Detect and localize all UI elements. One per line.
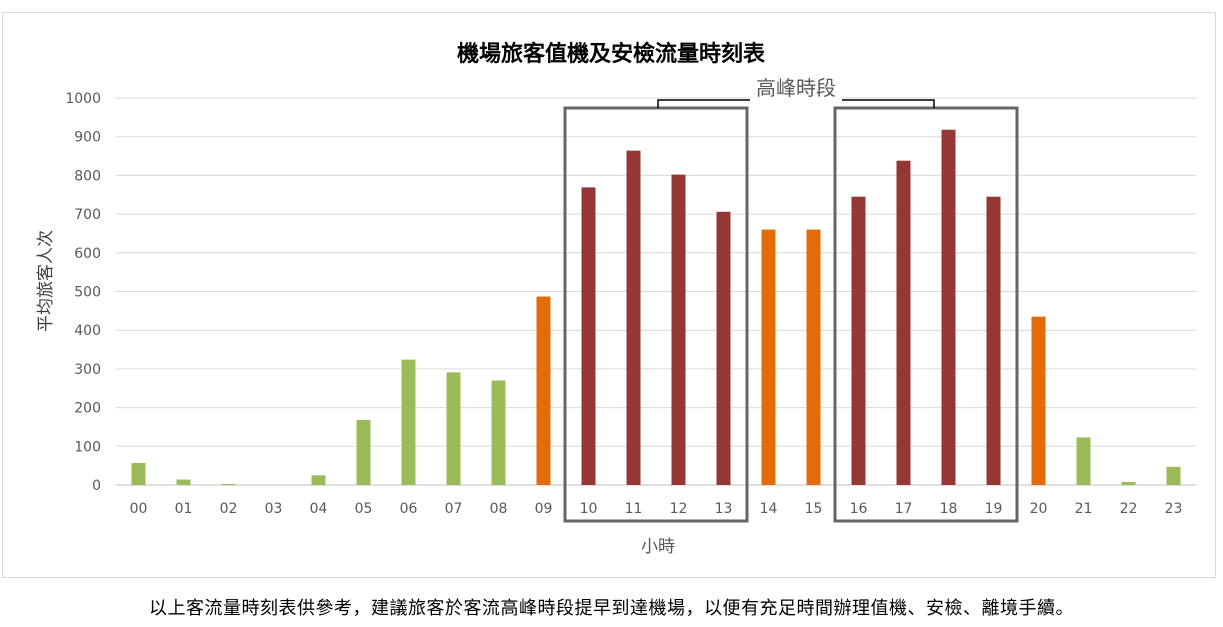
y-tick-label: 800 (74, 168, 101, 184)
x-tick-label: 07 (445, 501, 463, 517)
y-axis-label: 平均旅客人次 (36, 230, 56, 332)
bar-11 (626, 150, 641, 485)
bar-19 (986, 196, 1001, 485)
x-tick-label: 20 (1030, 501, 1048, 517)
bars (131, 129, 1181, 485)
x-tick-label: 12 (670, 501, 688, 517)
bar-07 (446, 372, 461, 485)
bar-15 (806, 229, 821, 485)
y-tick-label: 1000 (65, 91, 101, 107)
x-tick-label: 13 (715, 501, 733, 517)
bar-02 (221, 484, 236, 485)
y-tick-label: 400 (74, 323, 101, 339)
x-tick-label: 04 (310, 501, 328, 517)
x-tick-label: 11 (625, 501, 643, 517)
bar-20 (1031, 316, 1046, 485)
bar-05 (356, 419, 371, 485)
y-tick-label: 100 (74, 439, 101, 455)
peak-label-background (750, 77, 842, 101)
bar-23 (1166, 466, 1181, 485)
bar-14 (761, 229, 776, 485)
bar-13 (716, 211, 731, 485)
y-tick-label: 900 (74, 130, 101, 146)
bar-01 (176, 479, 191, 485)
y-tick-label: 700 (74, 207, 101, 223)
bar-12 (671, 174, 686, 485)
x-tick-label: 10 (580, 501, 598, 517)
x-tick-label: 00 (130, 501, 148, 517)
peak-box-1 (563, 106, 749, 523)
x-tick-label: 22 (1120, 501, 1138, 517)
x-tick-label: 03 (265, 501, 283, 517)
bar-06 (401, 359, 416, 485)
x-tick-label: 23 (1165, 501, 1183, 517)
x-tick-label: 06 (400, 501, 418, 517)
x-tick-label: 21 (1075, 501, 1093, 517)
x-tick-label: 19 (985, 501, 1003, 517)
x-tick-label: 17 (895, 501, 913, 517)
bar-08 (491, 380, 506, 485)
bar-22 (1121, 481, 1136, 485)
y-tick-label: 300 (74, 362, 101, 378)
bar-chart: 機場旅客值機及安檢流量時刻表 平均旅客人次 小時 010020030040050… (36, 41, 1196, 557)
bar-10 (581, 187, 596, 485)
x-tick-labels: 00 01 02 03 04 05 06 07 08 09 10 11 12 13 14 15 16 17 18 19… (130, 501, 1183, 517)
x-tick-label: 09 (535, 501, 553, 517)
peak-annotation: 高峰時段 (563, 76, 1019, 523)
y-tick-labels: 0 100 200 300 400 500 600 700 800 900 1000 (65, 91, 101, 494)
peak-label: 高峰時段 (756, 76, 836, 100)
x-tick-label: 15 (805, 501, 823, 517)
bar-17 (896, 160, 911, 485)
y-tick-label: 600 (74, 246, 101, 262)
y-tick-label: 0 (92, 478, 101, 494)
x-axis-label: 小時 (641, 537, 675, 557)
chart-frame: 機場旅客值機及安檢流量時刻表 平均旅客人次 小時 0 100 200 300 400 50… (2, 12, 1216, 578)
x-tick-label: 02 (220, 501, 238, 517)
x-tick-label: 14 (760, 501, 778, 517)
x-tick-label: 01 (175, 501, 193, 517)
bar-04 (311, 475, 326, 485)
y-tick-label: 500 (74, 285, 101, 301)
footnote: 以上客流量時刻表供參考，建議旅客於客流高峰時段提早到達機場，以便有充足時間辦理值… (149, 598, 1074, 619)
x-tick-label: 18 (940, 501, 958, 517)
bar-16 (851, 196, 866, 485)
bar-00 (131, 462, 146, 485)
bar-18 (941, 129, 956, 485)
x-tick-label: 08 (490, 501, 508, 517)
bar-09 (536, 296, 551, 485)
bar-21 (1076, 437, 1091, 485)
y-tick-label: 200 (74, 401, 101, 417)
chart-title: 機場旅客值機及安檢流量時刻表 (457, 41, 766, 67)
x-tick-label: 16 (850, 501, 868, 517)
x-tick-label: 05 (355, 501, 373, 517)
peak-box-2 (833, 106, 1019, 523)
